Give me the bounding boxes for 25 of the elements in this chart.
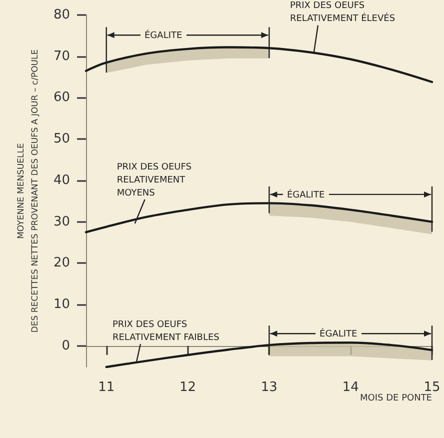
- x-tick-label: 14: [342, 380, 359, 395]
- line-series: [84, 202, 434, 234]
- y-tick-label: 50: [53, 132, 70, 147]
- y-tick-label: 80: [53, 8, 70, 22]
- x-tick-label: 13: [260, 380, 278, 395]
- y-tick-label: 30: [53, 214, 70, 230]
- line-series: [105, 341, 434, 368]
- annotation: PRIX DES OEUFS RELATIVEMENT FAIBLES: [112, 320, 220, 344]
- annotation: ÉGALITE: [286, 188, 325, 200]
- y-tick-label: 0: [62, 338, 70, 354]
- x-tick-label: 15: [424, 380, 440, 395]
- x-tick-label: 12: [179, 380, 196, 395]
- y-tick-label: 60: [53, 90, 70, 106]
- x-tick-label: 11: [98, 380, 115, 395]
- annotation: ÉGALITE: [144, 29, 182, 42]
- y-tick-label: 20: [53, 256, 70, 271]
- y-tick-label: 10: [53, 297, 70, 312]
- x-axis-title: MOIS DE PONTE: [360, 393, 432, 404]
- y-tick-label: 40: [53, 172, 70, 188]
- annotation: PRIX DES OEUFS RELATIVEMENT MOYENS: [116, 162, 192, 198]
- y-tick-label: 70: [53, 48, 70, 64]
- annotation: ÉGALITE: [320, 328, 358, 340]
- line-series: [84, 46, 434, 84]
- y-axis-title: MOYENNE MENSUELLE DES RECETTES NETTES PROVENANT DES OEUFS A JOUR – c/POULE: [16, 49, 41, 333]
- annotation: PRIX DES OEUFS RELATIVEMENT ÉLEVÉS: [290, 1, 396, 24]
